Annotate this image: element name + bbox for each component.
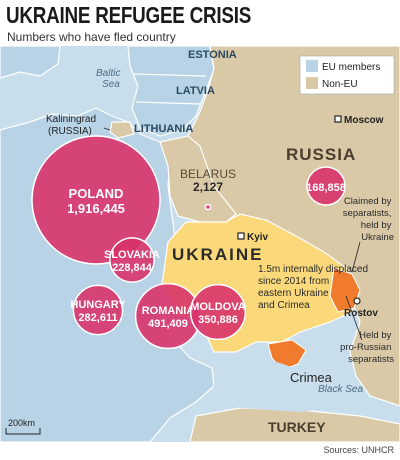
legend-eu-label: EU members: [322, 62, 380, 73]
label-rostov: Rostov: [344, 308, 378, 319]
bubble-value-poland: 1,916,445: [67, 201, 125, 216]
latvia-lithuania-border: [135, 101, 201, 105]
black-sea: [212, 356, 360, 412]
kyiv-marker: [237, 232, 245, 240]
bubble-label-poland: POLAND: [69, 186, 124, 201]
label-kaliningrad-sub: (RUSSIA): [48, 126, 92, 137]
annotation-internally-displaced: 1.5m internally displaced since 2014 fro…: [258, 264, 371, 311]
bubble-value-belarus: 2,127: [193, 180, 223, 194]
separatist-east-region: [329, 267, 361, 313]
label-baltic-sea: Baltic Sea: [96, 68, 120, 90]
page-title: UKRAINE REFUGEE CRISIS: [6, 2, 252, 28]
bubble-value-moldova: 350,886: [198, 314, 238, 326]
source-credit: Sources: UNHCR: [323, 445, 394, 455]
bubble-slovakia: [109, 237, 155, 283]
label-belarus: BELARUS: [180, 167, 236, 181]
moscow-marker: [334, 115, 342, 123]
label-kyiv: Kyiv: [247, 232, 269, 243]
legend-noneu-swatch: [306, 77, 318, 89]
annotation-held-by-separatists: Held by pro-Russian separatists: [340, 330, 394, 365]
bubble-value-slovakia: 228,844: [112, 262, 153, 274]
annotation-claimed-by-separatists: Claimed by separatists, held by Ukraine: [343, 196, 394, 243]
legend-noneu-label: Non-EU: [322, 79, 358, 90]
bubble-value-hungary: 282,611: [78, 312, 117, 324]
held-leader: [345, 295, 363, 341]
label-lithuania: LITHUANIA: [134, 123, 193, 135]
bubble-label-slovakia: SLOVAKIA: [104, 249, 160, 261]
kaliningrad-land: [109, 121, 135, 139]
label-turkey: TURKEY: [268, 419, 326, 435]
label-estonia: ESTONIA: [188, 49, 237, 61]
bubble-value-russia: 168,858: [306, 182, 346, 194]
bubble-poland: [31, 135, 161, 265]
kaliningrad-leader: [103, 127, 111, 131]
label-black-sea: Black Sea: [318, 384, 363, 395]
bubble-label-moldova: MOLDOVA: [190, 301, 245, 313]
label-latvia: LATVIA: [176, 85, 215, 97]
scale-label: 200km: [8, 418, 35, 428]
bubble-belarus: [204, 203, 212, 211]
legend-eu-swatch: [306, 60, 318, 72]
claimed-leader: [351, 241, 361, 273]
label-ukraine: UKRAINE: [172, 245, 263, 264]
scale-bar: [5, 428, 41, 435]
bubble-hungary: [72, 284, 124, 336]
bubble-moldova: [189, 283, 247, 341]
estonia-latvia-border: [133, 73, 207, 77]
bubble-label-hungary: HUNGARY: [70, 299, 126, 311]
label-russia: RUSSIA: [286, 145, 356, 164]
label-kaliningrad: Kaliningrad: [46, 114, 96, 125]
bubble-label-romania: ROMANIA: [142, 305, 195, 317]
bubble-value-romania: 491,409: [148, 318, 188, 330]
bubble-russia: [306, 166, 346, 206]
page-subtitle: Numbers who have fled country: [7, 30, 176, 44]
scandinavia-land: [0, 46, 61, 79]
label-moscow: Moscow: [344, 115, 384, 126]
map: ESTONIA LATVIA LITHUANIA RUSSIA BELARUS …: [0, 46, 400, 442]
label-crimea: Crimea: [290, 370, 333, 385]
rostov-marker: [353, 297, 361, 305]
